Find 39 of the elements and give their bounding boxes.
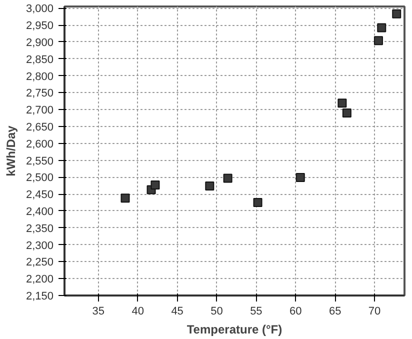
point — [150, 180, 160, 190]
point — [223, 174, 232, 183]
y-tick-label: 2,200 — [26, 274, 54, 286]
point — [377, 23, 386, 32]
point — [296, 173, 305, 182]
x-tick-label: 50 — [210, 306, 223, 318]
point — [338, 98, 347, 108]
y-tick-label: 3,000 — [26, 3, 54, 16]
y-axis-title: kWh/Day — [4, 125, 18, 176]
y-tick-label: 2,750 — [26, 88, 54, 100]
y-tick-label: 2,900 — [26, 36, 54, 49]
y-tick-label: 2,950 — [26, 20, 54, 32]
y-tick-label: 2,800 — [26, 70, 54, 83]
y-tick-label: 2,550 — [26, 155, 54, 168]
x-axis-title: Temperature (°F) — [186, 322, 282, 336]
y-tick-label: 2,650 — [26, 121, 54, 134]
x-tick-label: 60 — [290, 306, 302, 318]
y-tick-label: 2,250 — [26, 256, 54, 269]
x-tick-label: 70 — [368, 306, 381, 318]
x-tick-label: 35 — [92, 306, 105, 318]
point — [205, 181, 214, 190]
point — [253, 198, 262, 208]
point — [374, 36, 383, 46]
y-tick-label: 2,600 — [26, 138, 54, 150]
x-tick-label: 40 — [132, 306, 144, 318]
y-tick-label: 2,300 — [26, 240, 54, 252]
y-tick-label: 2,850 — [26, 54, 54, 66]
point — [342, 108, 352, 118]
y-tick-label: 2,450 — [26, 189, 54, 202]
point — [392, 9, 402, 18]
y-tick-label: 2,500 — [26, 172, 54, 184]
y-tick-label: 2,400 — [26, 206, 54, 218]
y-tick-label: 2,700 — [26, 104, 54, 117]
x-tick-label: 65 — [328, 306, 342, 318]
y-tick-label: 2,150 — [26, 290, 54, 302]
x-tick-label: 55 — [250, 306, 262, 318]
y-tick-label: 2,350 — [26, 222, 54, 235]
x-tick-label: 45 — [171, 306, 184, 318]
point — [120, 194, 130, 203]
